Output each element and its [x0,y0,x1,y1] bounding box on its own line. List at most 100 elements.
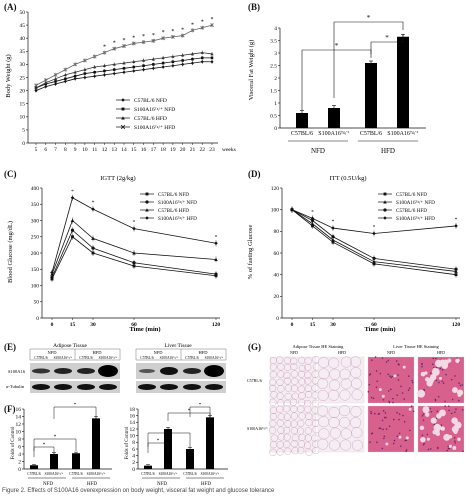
lipid-droplet [438,376,442,380]
significance-asterisk: * [201,20,204,26]
data-point [171,60,175,64]
y-tick-label: 200 [31,251,40,257]
y-tick-label: 25 [20,75,26,81]
nucleus [421,434,424,437]
data-point [210,60,214,64]
x-tick-label: 60 [131,322,137,328]
panel-b-cat-2: S100A16ᵀᵍ/⁺ [318,130,349,137]
nucleus [407,389,410,392]
nucleus [376,441,378,444]
panel-e-row-s100a16: S100A16 [8,369,26,374]
adipocyte-cell [277,370,285,378]
nucleus [398,432,401,435]
x-tick-label: 0 [291,322,294,328]
bar [206,417,214,469]
y-tick-label: 14 [130,420,136,426]
lipid-droplet [402,365,406,369]
significance-bracket [370,34,404,54]
significance-asterisk: * [367,14,371,22]
adipocyte-cell [328,389,340,401]
blot-band [99,384,117,390]
adipocyte-cell [339,416,351,428]
data-point [73,77,77,81]
nucleus [392,401,394,404]
x-tick-label: 30 [90,322,96,328]
legend-label: S100A16ᵀᵍ/⁺ NFD [158,200,197,206]
adipocyte-cell [317,438,329,450]
nucleus [397,374,399,376]
panel-b-chart: Visceral Fat Weight (g) C57BL/6 S100A16ᵀ… [248,14,426,155]
panel-a-xunit: weeks [222,147,236,153]
blot-band [160,384,178,390]
nucleus [446,449,449,452]
lipid-droplet [448,444,452,448]
blot-band [183,384,201,390]
adipocyte-cell [340,439,352,451]
lipid-droplet [457,393,462,397]
panel-g-col-2: HFD [338,350,346,355]
nucleus [393,418,395,421]
nucleus [427,448,430,451]
adipocyte-cell [339,389,351,401]
data-point [91,236,95,240]
adipocyte-cell [283,356,291,365]
legend-label: S100A16ᵀᵍ/⁺ HFD [134,124,175,131]
panel-g-left-title: Adipose Tissue HE Staining [293,344,345,349]
lipid-droplet [393,374,397,378]
data-point [73,74,77,78]
nucleus [382,410,385,412]
data-point [93,70,96,74]
data-point [310,221,315,226]
data-point [122,44,126,48]
lipid-droplet [378,388,382,392]
adipocyte-cell [269,412,278,421]
adipocyte-cell [318,356,330,368]
data-point [180,33,185,38]
adipocyte-cell [304,357,312,365]
significance-asterisk: * [171,29,174,35]
y-tick-label: 0 [36,316,39,322]
data-point [383,192,387,196]
significance-asterisk: * [157,439,160,444]
blot-band [139,369,155,373]
nucleus [393,439,396,442]
nucleus [453,437,456,439]
data-point [70,228,75,232]
lipid-droplet [441,362,449,369]
histology-image-adipose [317,405,365,453]
nucleus [412,410,415,413]
adipocyte-cell [340,428,352,440]
nucleus [370,410,372,413]
significance-asterisk: * [311,209,314,215]
nucleus [383,435,386,438]
bar [92,418,100,469]
data-point [132,69,136,73]
nucleus [447,405,450,407]
panel-a-chart: Body Weight (g) weeks 0 5 10 15 20 25 30 35 40 45… [5,10,236,153]
data-point [372,231,376,236]
panel-c-chart: IGTT (2g/kg) Blood Glucose (mg/dL) Time … [7,175,220,333]
data-point [214,257,218,261]
nucleus [432,357,435,360]
nucleus [397,379,400,381]
x-tick-label: S100A16ᵀᵍ/⁺ [45,472,64,476]
x-tick-label: 17 [151,147,157,153]
lipid-droplet [430,417,437,424]
y-tick-label: 6 [18,444,21,450]
nucleus [444,405,446,407]
data-point [112,62,116,66]
significance-asterisk: * [103,45,106,51]
nucleus [448,447,450,450]
x-tick-label: 21 [190,147,196,153]
adipocyte-cell [305,419,313,427]
significance-asterisk: * [199,403,202,408]
data-point [53,82,58,86]
nucleus [408,387,411,389]
nucleus [376,380,379,383]
lipid-droplet [424,412,430,417]
data-point [91,251,95,255]
x-tick-label: S100A16ᵀᵍ/⁺ [159,472,178,476]
data-point [91,207,95,211]
adipocyte-cell [350,417,362,429]
panel-f-group-right-hfd: HFD [201,482,211,487]
